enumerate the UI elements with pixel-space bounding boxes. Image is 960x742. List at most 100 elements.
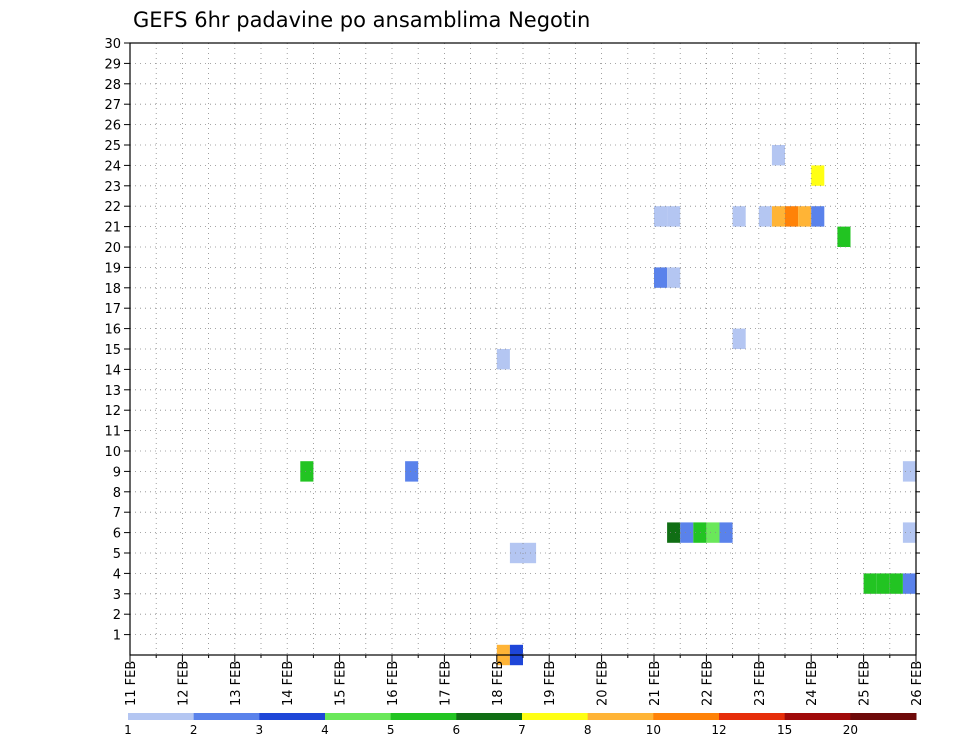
colorbar-swatch	[587, 713, 654, 720]
colorbar-label: 7	[518, 723, 526, 737]
colorbar-swatch	[128, 713, 195, 720]
y-tick-label: 12	[104, 404, 121, 419]
heatmap-cell	[758, 206, 772, 227]
colorbar-swatch	[193, 713, 260, 720]
heatmap-cell	[771, 206, 785, 227]
y-tick-label: 19	[104, 261, 121, 276]
heatmap-cell	[902, 573, 916, 594]
heatmap-cell	[693, 522, 707, 543]
colorbar-label: 4	[321, 723, 329, 737]
y-tick-label: 29	[104, 57, 121, 72]
heatmap-cell	[706, 522, 720, 543]
colorbar: 1 2 3 4 5 6 7 8 10 12 15 20	[124, 713, 917, 737]
heatmap-cell	[509, 542, 523, 564]
y-tick-label: 27	[104, 98, 121, 113]
y-tick-label: 30	[104, 37, 121, 52]
heatmap-cell	[837, 226, 851, 247]
y-tick-label: 16	[104, 323, 121, 338]
y-tick-label: 2	[113, 608, 121, 623]
x-tick-label: 25 FEB	[858, 661, 873, 706]
tick-layer: 1234567891011121314151617181920212223242…	[104, 37, 925, 706]
y-tick-label: 28	[104, 78, 121, 93]
x-tick-label: 15 FEB	[334, 661, 349, 706]
heatmap-cell	[876, 573, 890, 594]
y-tick-label: 18	[104, 282, 121, 297]
heatmap-cell	[300, 461, 314, 482]
y-tick-label: 11	[104, 425, 121, 440]
colorbar-swatch	[325, 713, 392, 720]
heatmap-cell	[732, 328, 746, 349]
y-tick-label: 10	[104, 445, 121, 460]
heatmap-cell	[680, 522, 694, 543]
x-tick-label: 17 FEB	[438, 661, 453, 706]
y-tick-label: 9	[113, 465, 121, 480]
heatmap-cell	[902, 522, 916, 543]
y-tick-label: 21	[104, 221, 121, 236]
x-tick-label: 24 FEB	[805, 661, 820, 706]
heatmap-cell	[654, 267, 668, 288]
heatmap-cell	[811, 206, 825, 227]
y-tick-label: 1	[113, 629, 121, 644]
y-tick-label: 17	[104, 302, 121, 317]
colorbar-label: 20	[843, 723, 858, 737]
x-tick-label: 12 FEB	[176, 661, 191, 706]
x-tick-label: 11 FEB	[124, 661, 139, 706]
colorbar-swatch	[259, 713, 326, 720]
colorbar-swatch	[456, 713, 523, 720]
y-tick-label: 22	[104, 200, 121, 215]
y-tick-label: 5	[113, 547, 121, 562]
y-tick-label: 3	[113, 588, 121, 603]
colorbar-label: 15	[777, 723, 792, 737]
heatmap-cell	[889, 573, 903, 594]
colorbar-swatch	[522, 713, 589, 720]
heatmap-cell	[667, 267, 681, 288]
colorbar-label: 1	[124, 723, 132, 737]
heatmap-cell	[654, 206, 668, 227]
heatmap-cell	[785, 206, 799, 227]
heatmap-cell	[405, 461, 419, 482]
heatmap-cell	[798, 206, 812, 227]
y-tick-label: 25	[104, 139, 121, 154]
y-tick-label: 20	[104, 241, 121, 256]
colorbar-label: 12	[711, 723, 726, 737]
x-tick-label: 21 FEB	[648, 661, 663, 706]
heatmap-cell	[811, 165, 825, 186]
y-tick-label: 8	[113, 486, 121, 501]
colorbar-label: 8	[584, 723, 592, 737]
y-tick-label: 24	[104, 159, 121, 174]
heatmap-cell	[719, 522, 733, 543]
heatmap-cell	[667, 206, 681, 227]
colorbar-swatch	[653, 713, 720, 720]
x-tick-label: 23 FEB	[753, 661, 768, 706]
y-tick-label: 26	[104, 119, 121, 134]
colorbar-label: 5	[387, 723, 395, 737]
cell-layer	[300, 145, 916, 666]
heatmap-cell	[902, 461, 916, 482]
x-tick-label: 22 FEB	[700, 661, 715, 706]
chart-title: GEFS 6hr padavine po ansamblima Negotin	[133, 8, 590, 32]
x-tick-label: 16 FEB	[386, 661, 401, 706]
y-tick-label: 7	[113, 506, 121, 521]
x-tick-label: 26 FEB	[910, 661, 925, 706]
heatmap-cell	[771, 145, 785, 166]
colorbar-label: 2	[190, 723, 198, 737]
heatmap-cell	[732, 206, 746, 227]
grid-layer	[130, 42, 916, 655]
colorbar-label: 10	[646, 723, 661, 737]
colorbar-swatch	[784, 713, 851, 720]
colorbar-label: 3	[256, 723, 264, 737]
colorbar-label: 6	[453, 723, 461, 737]
heatmap-cell	[863, 573, 877, 594]
x-tick-label: 13 FEB	[229, 661, 244, 706]
y-tick-label: 23	[104, 180, 121, 195]
y-tick-label: 6	[113, 527, 121, 542]
colorbar-swatch	[719, 713, 786, 720]
y-tick-label: 4	[113, 567, 121, 582]
x-tick-label: 18 FEB	[491, 661, 506, 706]
x-tick-label: 20 FEB	[596, 661, 611, 706]
heatmap-cell	[496, 349, 510, 370]
x-tick-label: 14 FEB	[281, 661, 296, 706]
colorbar-swatch	[850, 713, 917, 720]
x-tick-label: 19 FEB	[543, 661, 558, 706]
